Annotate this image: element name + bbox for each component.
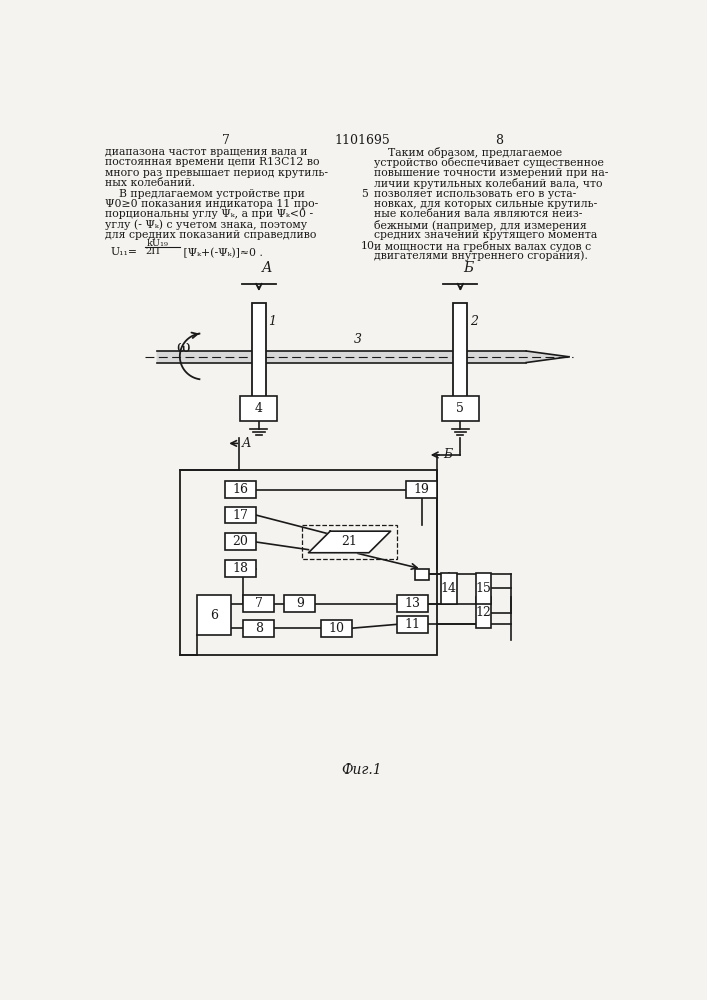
Text: двигателями внутреннего сгорания).: двигателями внутреннего сгорания). bbox=[373, 251, 588, 261]
Text: ω: ω bbox=[176, 339, 189, 356]
Bar bbox=[180, 470, 437, 655]
Text: kU₁₉: kU₁₉ bbox=[146, 239, 168, 248]
Bar bbox=[225, 507, 256, 523]
Text: 5: 5 bbox=[457, 402, 464, 415]
Text: 8: 8 bbox=[495, 134, 503, 147]
Bar bbox=[240, 396, 277, 421]
Bar bbox=[225, 533, 256, 550]
Bar bbox=[414, 569, 428, 580]
Bar bbox=[243, 595, 274, 612]
Text: 4: 4 bbox=[255, 402, 263, 415]
Text: U₁₁=: U₁₁= bbox=[110, 247, 137, 257]
Text: для средних показаний справедливо: для средних показаний справедливо bbox=[105, 230, 317, 240]
Text: А: А bbox=[262, 261, 272, 275]
Text: 11: 11 bbox=[404, 618, 421, 631]
Text: Б: Б bbox=[443, 448, 452, 461]
Text: 15: 15 bbox=[476, 582, 491, 595]
Bar bbox=[303, 525, 397, 559]
Text: 13: 13 bbox=[404, 597, 421, 610]
Text: бежными (например, для измерения: бежными (например, для измерения bbox=[373, 220, 586, 231]
Text: повышение точности измерений при на-: повышение точности измерений при на- bbox=[373, 168, 608, 178]
Text: 2: 2 bbox=[469, 315, 478, 328]
Bar bbox=[397, 595, 428, 612]
Text: углу (- Ψₖ) с учетом знака, поэтому: углу (- Ψₖ) с учетом знака, поэтому bbox=[105, 220, 308, 230]
Text: 3: 3 bbox=[354, 333, 362, 346]
Text: 20: 20 bbox=[233, 535, 248, 548]
Text: ных колебаний.: ных колебаний. bbox=[105, 178, 196, 188]
Text: 14: 14 bbox=[440, 582, 457, 595]
Text: 7: 7 bbox=[255, 597, 263, 610]
Bar bbox=[406, 481, 437, 498]
Polygon shape bbox=[156, 351, 569, 363]
Text: диапазона частот вращения вала и: диапазона частот вращения вала и bbox=[105, 147, 308, 157]
Text: 16: 16 bbox=[233, 483, 248, 496]
Text: 17: 17 bbox=[233, 509, 248, 522]
Bar bbox=[225, 560, 256, 577]
Text: устройство обеспечивает существенное: устройство обеспечивает существенное bbox=[373, 157, 604, 168]
Bar bbox=[284, 595, 315, 612]
Text: [Ψₖ+(-Ψₖ)]≈0 .: [Ψₖ+(-Ψₖ)]≈0 . bbox=[180, 247, 263, 258]
Bar bbox=[252, 303, 266, 416]
Bar bbox=[243, 620, 274, 637]
Text: 10: 10 bbox=[361, 241, 375, 251]
Text: 6: 6 bbox=[210, 609, 218, 622]
Bar bbox=[397, 616, 428, 633]
Text: 7: 7 bbox=[221, 134, 230, 147]
Text: порциональны углу Ψₖ, а при Ψₖ<0 -: порциональны углу Ψₖ, а при Ψₖ<0 - bbox=[105, 209, 313, 219]
Bar bbox=[197, 595, 231, 635]
Text: личии крутильных колебаний вала, что: личии крутильных колебаний вала, что bbox=[373, 178, 602, 189]
Text: постоянная времени цепи R13C12 во: постоянная времени цепи R13C12 во bbox=[105, 157, 320, 167]
Text: 19: 19 bbox=[414, 483, 430, 496]
Text: Ψ0≥0 показания индикатора 11 про-: Ψ0≥0 показания индикатора 11 про- bbox=[105, 199, 319, 209]
Bar bbox=[225, 481, 256, 498]
Text: ные колебания вала являются неиз-: ные колебания вала являются неиз- bbox=[373, 209, 582, 219]
Text: Б: Б bbox=[464, 261, 474, 275]
Text: 2Π: 2Π bbox=[146, 247, 160, 256]
Text: В предлагаемом устройстве при: В предлагаемом устройстве при bbox=[105, 189, 305, 199]
Text: 5: 5 bbox=[361, 189, 368, 199]
Bar bbox=[441, 573, 457, 604]
Text: средних значений крутящего момента: средних значений крутящего момента bbox=[373, 230, 597, 240]
Text: 8: 8 bbox=[255, 622, 263, 635]
Bar bbox=[476, 573, 491, 604]
Polygon shape bbox=[308, 531, 391, 553]
Text: Таким образом, предлагаемое: Таким образом, предлагаемое bbox=[373, 147, 561, 158]
Bar bbox=[453, 303, 467, 416]
Text: 1101695: 1101695 bbox=[334, 134, 390, 147]
Text: 1: 1 bbox=[268, 315, 276, 328]
Text: 18: 18 bbox=[233, 562, 248, 575]
Bar bbox=[476, 597, 491, 628]
Text: много раз превышает период крутиль-: много раз превышает период крутиль- bbox=[105, 168, 329, 178]
Text: 12: 12 bbox=[476, 606, 491, 619]
Bar bbox=[442, 396, 479, 421]
Text: Фиг.1: Фиг.1 bbox=[341, 763, 382, 777]
Text: 21: 21 bbox=[341, 535, 358, 548]
Text: и мощности на гребных валах судов с: и мощности на гребных валах судов с bbox=[373, 241, 591, 252]
Text: новках, для которых сильные крутиль-: новках, для которых сильные крутиль- bbox=[373, 199, 597, 209]
Text: 9: 9 bbox=[296, 597, 304, 610]
Text: позволяет использовать его в уста-: позволяет использовать его в уста- bbox=[373, 189, 575, 199]
Text: 10: 10 bbox=[328, 622, 344, 635]
Text: А: А bbox=[242, 437, 251, 450]
Bar bbox=[321, 620, 352, 637]
